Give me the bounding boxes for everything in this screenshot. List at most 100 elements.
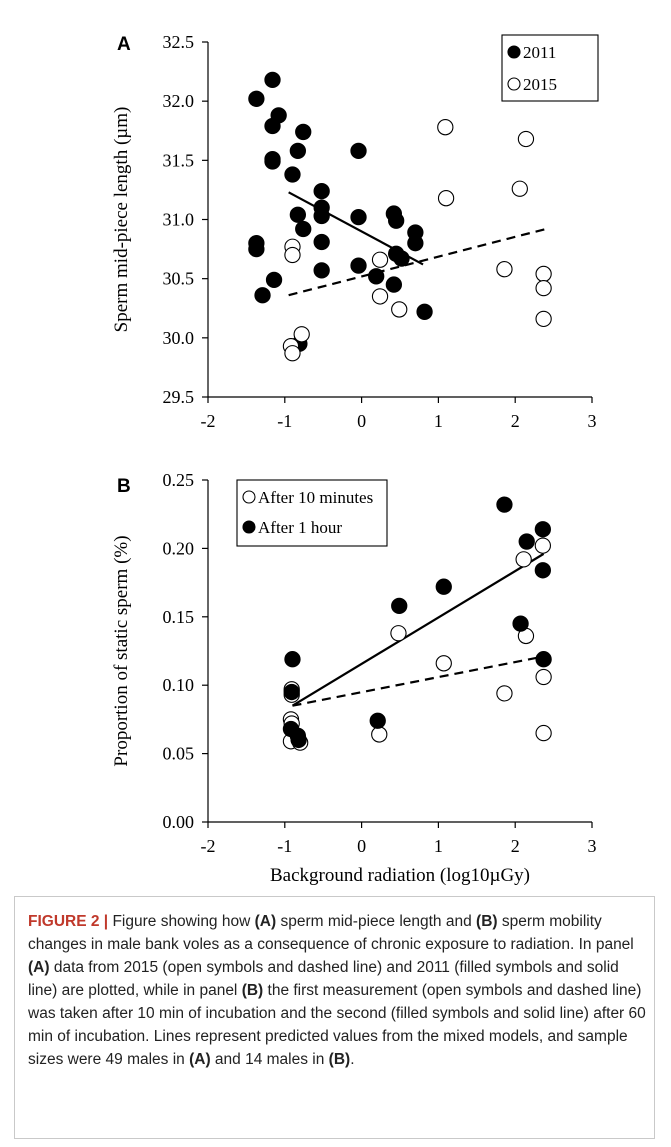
- x-tick-label: 1: [434, 836, 443, 856]
- panel-b: B 0.00 0.05 0.10 0.15 0.20 0.25 -2 -1 0 1 2 3 Proport…: [111, 470, 597, 886]
- fit-line-solid: [291, 552, 545, 707]
- caption-panel-ref: (B): [328, 1051, 351, 1068]
- data-point-open: [284, 246, 301, 264]
- data-point-filled: [496, 496, 513, 513]
- data-point-open: [535, 310, 552, 328]
- legend-marker: [242, 490, 256, 504]
- caption-fragment: sperm mid-piece length and: [276, 913, 477, 930]
- y-tick-label: 30.5: [163, 269, 195, 289]
- data-point-filled: [388, 212, 405, 229]
- y-tick-label: 31.5: [163, 150, 195, 170]
- data-point-filled: [284, 651, 301, 668]
- data-point-filled: [407, 235, 424, 252]
- data-point-open: [391, 301, 408, 318]
- data-point-filled: [435, 578, 452, 595]
- x-tick-label: 2: [511, 411, 520, 431]
- data-point-open: [293, 326, 310, 343]
- data-point-open: [535, 668, 552, 686]
- y-tick-label: 30.0: [163, 328, 195, 348]
- data-point-filled: [534, 562, 551, 579]
- data-point-filled: [254, 287, 271, 304]
- y-tick-label: 32.5: [163, 32, 195, 52]
- data-point-open: [496, 261, 513, 278]
- y-tick-label: 0.05: [163, 744, 195, 764]
- data-point-open: [535, 724, 552, 742]
- data-point-filled: [248, 90, 265, 107]
- data-point-filled: [391, 597, 408, 615]
- y-tick-label: 29.5: [163, 387, 195, 407]
- legend-box: [501, 34, 599, 102]
- data-point-filled: [283, 683, 300, 701]
- data-point-open: [511, 180, 528, 197]
- y-tick-label: 0.25: [163, 470, 195, 490]
- data-point-open: [515, 551, 532, 568]
- data-point-filled: [369, 712, 386, 729]
- x-tick-label: -2: [201, 836, 216, 856]
- x-tick-label: -2: [201, 411, 216, 431]
- data-point-open: [517, 130, 535, 148]
- data-point-filled: [248, 240, 265, 258]
- data-point-open: [371, 726, 388, 743]
- data-point-filled: [534, 521, 551, 538]
- x-tick-label: 0: [357, 411, 366, 431]
- x-tick-label: 3: [588, 411, 597, 431]
- fit-line-dashed: [292, 655, 544, 707]
- legend-box: [236, 479, 388, 547]
- x-tick-label: -1: [277, 411, 292, 431]
- y-axis-label: Sperm mid-piece length (µm): [111, 107, 132, 333]
- data-point-open: [371, 251, 389, 268]
- data-point-filled: [289, 142, 307, 160]
- x-tick-label: 1: [434, 411, 443, 431]
- data-point-filled: [295, 220, 312, 238]
- legend-label: After 10 minutes: [258, 488, 373, 507]
- caption-fragment: the first measurement (open symbols and …: [28, 982, 646, 1068]
- data-point-filled: [393, 250, 410, 267]
- caption-fragment: .: [350, 1051, 355, 1068]
- x-tick-label: 2: [511, 836, 520, 856]
- data-point-open: [437, 190, 455, 207]
- caption-fragment: and 14 males in: [210, 1051, 329, 1068]
- caption-text: Figure showing how (A) sperm mid-piece l…: [28, 913, 646, 1068]
- data-point-filled: [518, 533, 535, 550]
- data-point-filled: [313, 207, 330, 225]
- caption-fragment: data from 2015 (open symbols and dashed …: [28, 959, 619, 999]
- caption-fragment: Figure showing how: [108, 913, 255, 930]
- y-tick-label: 32.0: [163, 91, 195, 111]
- caption-panel-ref: (A): [189, 1051, 211, 1068]
- data-point-filled: [350, 142, 367, 160]
- data-point-open: [284, 345, 301, 362]
- legend-marker: [507, 45, 521, 59]
- data-point-filled: [313, 262, 330, 279]
- data-point-open: [390, 625, 407, 642]
- legend-marker: [242, 520, 256, 534]
- legend-label: 2015: [523, 75, 557, 94]
- y-axis-label: Proportion of static sperm (%): [111, 535, 132, 766]
- data-point-filled: [265, 271, 283, 288]
- data-point-open: [496, 685, 513, 702]
- data-point-filled: [264, 153, 281, 170]
- data-point-filled: [385, 276, 403, 293]
- y-tick-label: 31.0: [163, 210, 195, 230]
- y-tick-label: 0.15: [163, 607, 195, 627]
- y-tick-label: 0.20: [163, 538, 195, 558]
- caption-panel-ref: (B): [241, 982, 264, 999]
- panel-a: A 29.5 30.0 30.5 31.0 31.5 32.0 32.5 -2 -1 0 1 2 3 Spe…: [111, 32, 599, 431]
- data-point-filled: [284, 166, 301, 183]
- panel-label: B: [117, 476, 131, 497]
- panel-label: A: [117, 34, 131, 55]
- data-point-filled: [313, 233, 330, 251]
- data-point-open: [371, 288, 389, 305]
- data-point-open: [535, 279, 552, 297]
- legend-label: 2011: [523, 43, 556, 62]
- data-point-filled: [290, 731, 307, 749]
- x-tick-label: -1: [277, 836, 292, 856]
- legend-label: After 1 hour: [258, 518, 342, 537]
- data-point-filled: [295, 123, 312, 141]
- caption-box: [14, 896, 655, 1139]
- legend-marker: [507, 77, 521, 91]
- data-point-filled: [512, 615, 529, 632]
- y-tick-label: 0.00: [163, 812, 195, 832]
- data-point-filled: [368, 268, 385, 285]
- x-axis-label: Background radiation (log10µGy): [270, 865, 530, 886]
- caption-panel-ref: (A): [28, 959, 50, 976]
